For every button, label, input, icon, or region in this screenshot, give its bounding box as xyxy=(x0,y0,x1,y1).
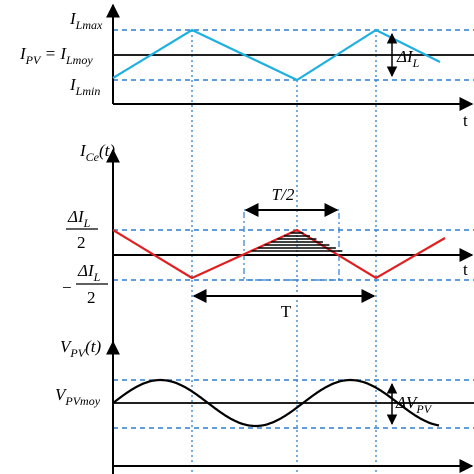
axis-label: t xyxy=(463,260,468,279)
label: VPV(t) xyxy=(60,337,101,360)
label: ILmax xyxy=(69,9,103,32)
panel-3: VPV(t) VPVmoy ΔVPV xyxy=(55,337,474,474)
label: ΔIL xyxy=(67,207,91,230)
label: IPV = ILmoy xyxy=(19,44,93,67)
label: 2 xyxy=(87,288,96,307)
label: VPVmoy xyxy=(55,385,101,408)
label: T/2 xyxy=(272,185,295,204)
label: 2 xyxy=(77,233,86,252)
label: ΔIL xyxy=(77,261,101,284)
label: T xyxy=(281,302,292,321)
voltage-wave xyxy=(112,378,440,428)
panel-1: ILmax IPV = ILmoy ILmin ΔIL t xyxy=(19,3,474,130)
axis-label: t xyxy=(463,111,468,130)
panel-2: ICe(t) T/2 T ΔIL 2 − ΔIL 2 t xyxy=(62,141,474,345)
label: ΔVPV xyxy=(395,393,433,416)
label: ΔIL xyxy=(396,47,420,70)
label: − xyxy=(62,278,72,297)
label: ILmin xyxy=(69,75,100,98)
guides xyxy=(191,30,377,474)
label: ICe(t) xyxy=(79,141,115,164)
